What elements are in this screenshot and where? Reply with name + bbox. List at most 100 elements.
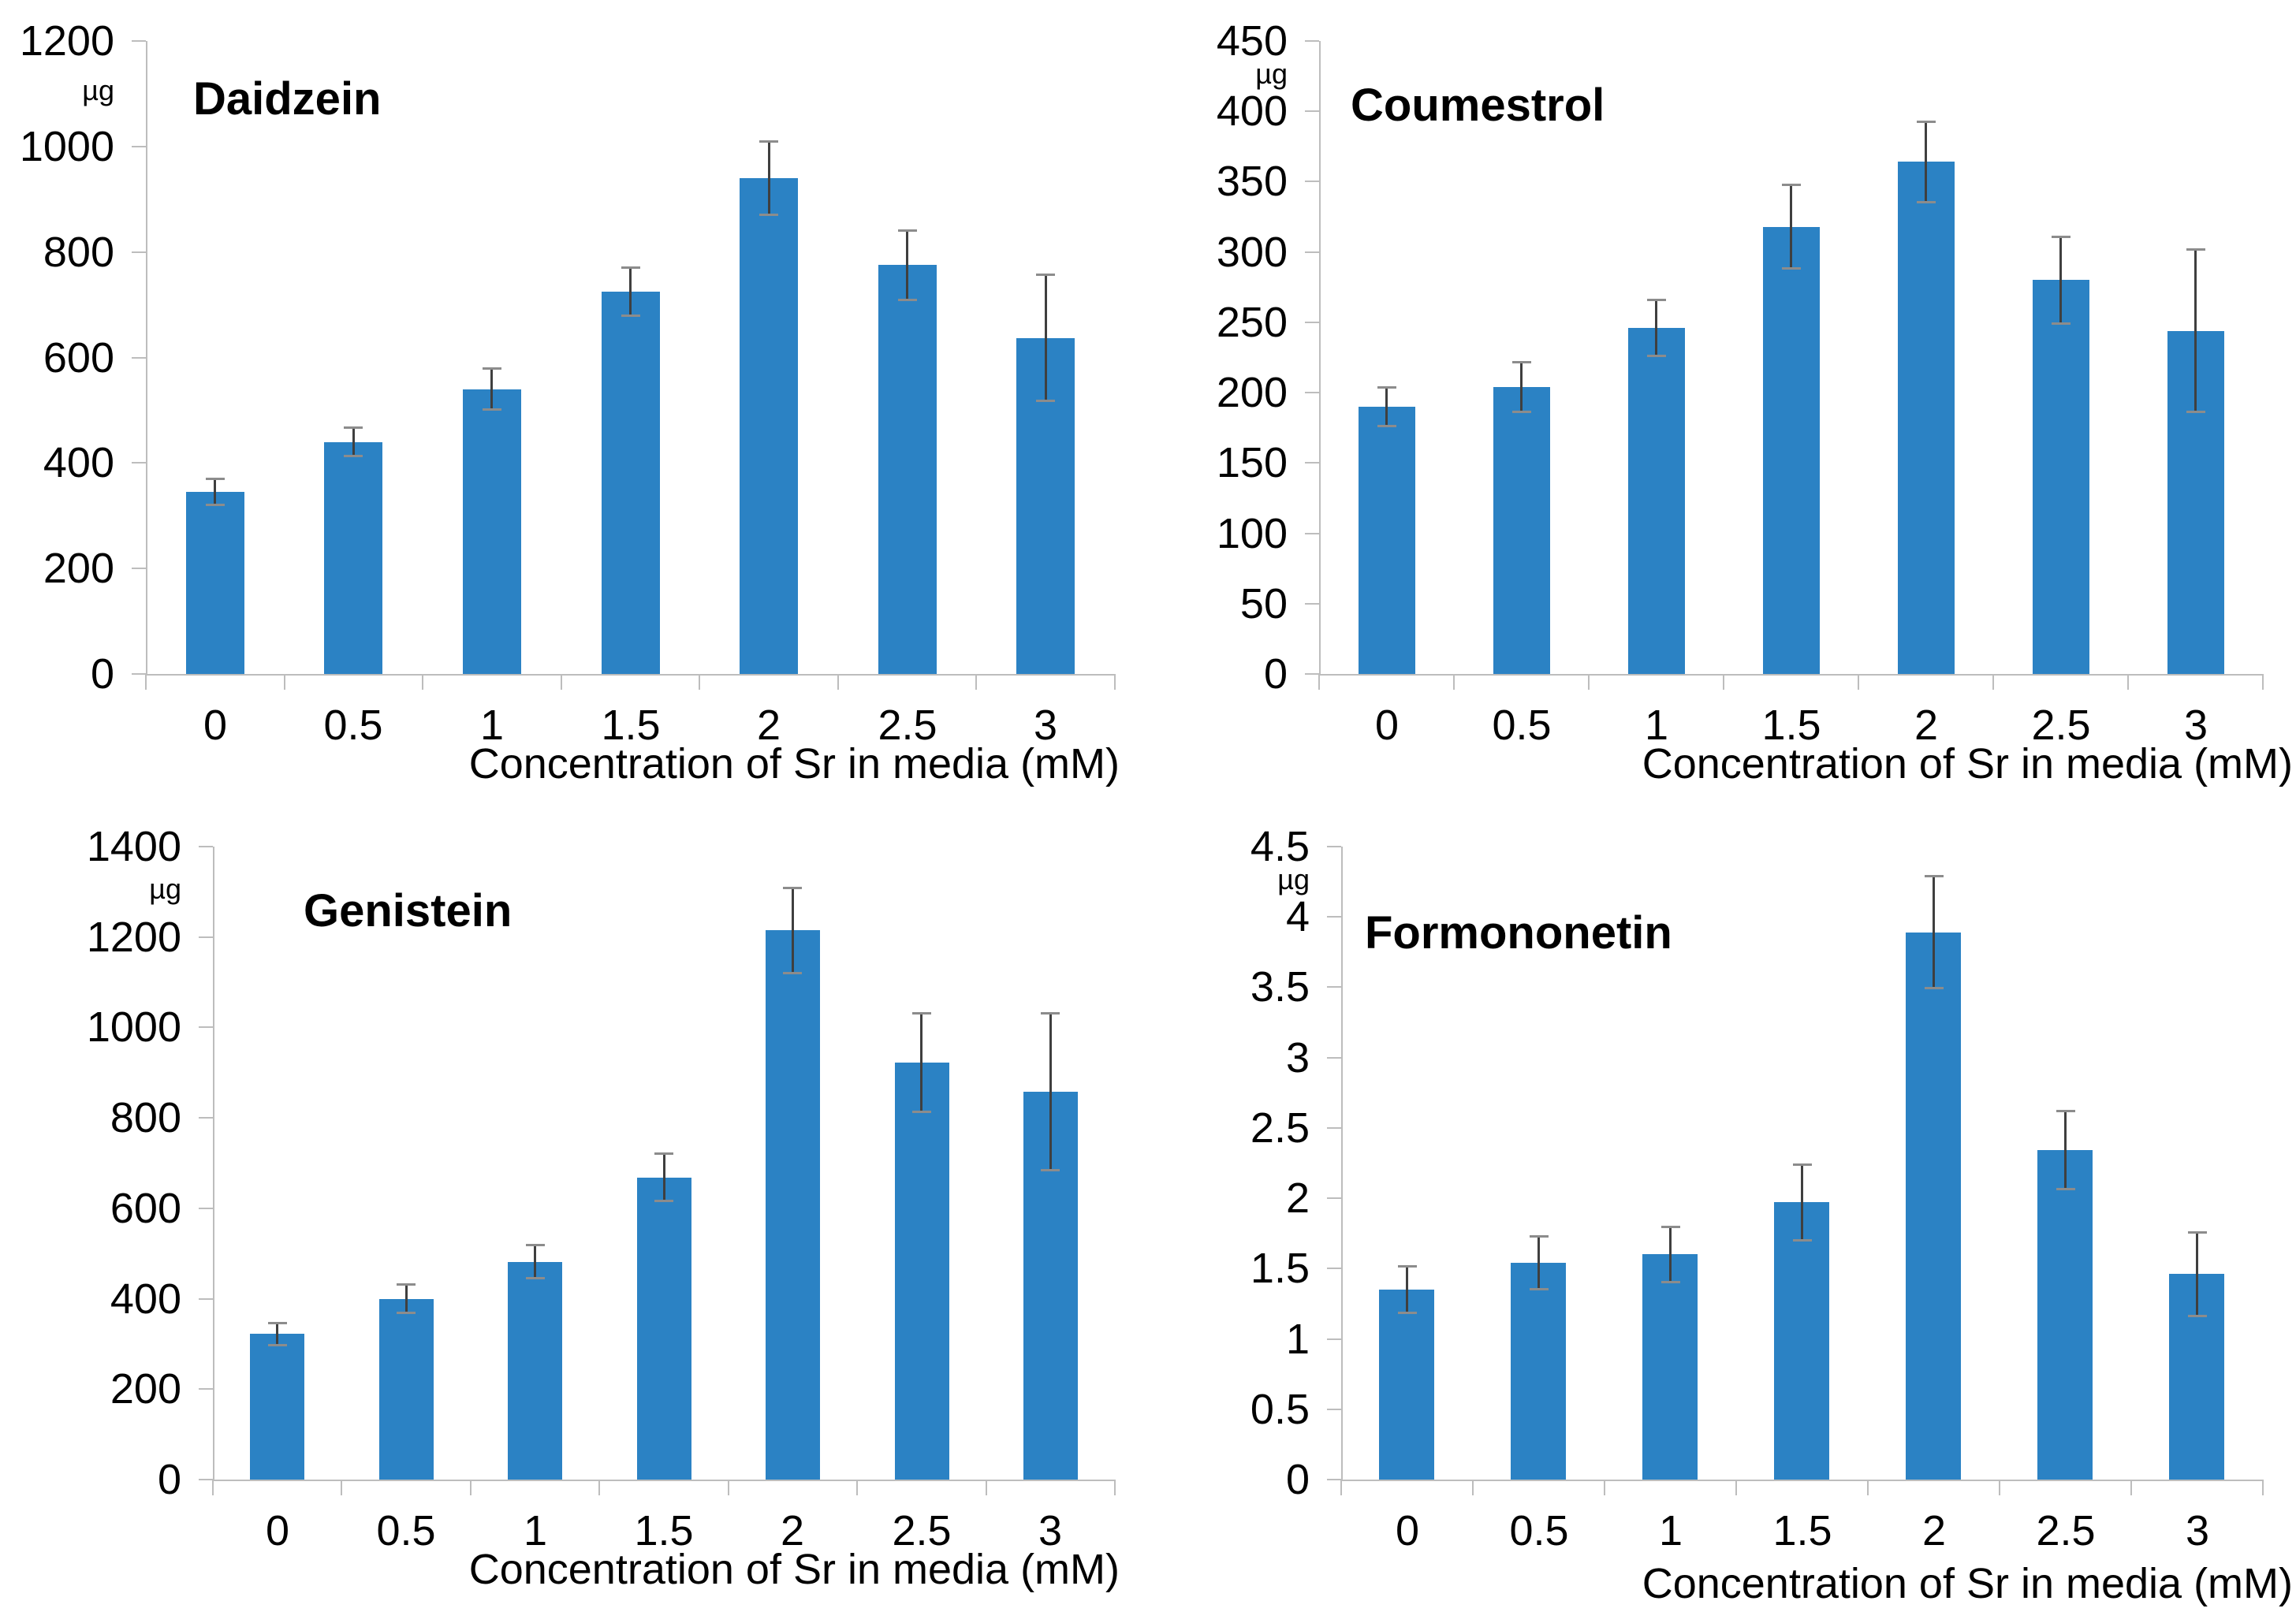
error-bar-line	[2059, 236, 2062, 324]
error-bar-cap-top	[912, 1012, 931, 1014]
x-axis-tick	[856, 1480, 858, 1495]
y-axis-line	[1341, 847, 1343, 1481]
error-bar-cap-bottom	[621, 315, 640, 317]
x-axis-tick	[1604, 1480, 1605, 1495]
x-axis-tick	[975, 674, 977, 690]
x-axis-tick-label: 1.5	[1761, 702, 1821, 749]
error-bar-cap-top	[268, 1322, 287, 1324]
x-axis-tick-label: 0.5	[376, 1507, 436, 1554]
x-axis-tick-label: 2	[780, 1507, 805, 1554]
x-axis-tick	[598, 1480, 600, 1495]
error-bar-cap-bottom	[1530, 1288, 1549, 1290]
y-axis-tick	[132, 357, 146, 359]
x-axis-tick-label: 0.5	[323, 702, 383, 749]
x-axis-tick	[145, 674, 147, 690]
error-bar-cap-bottom	[344, 455, 363, 457]
bar	[740, 178, 798, 674]
bar	[1763, 227, 1820, 674]
error-bar-cap-bottom	[654, 1200, 673, 1202]
error-bar-cap-top	[2056, 1110, 2075, 1112]
y-axis-tick-label: 450	[1216, 17, 1288, 65]
bar	[1628, 328, 1685, 674]
chart-coumestrol: Coumestrol µg 0 50 100 150 200 250 300 350 400 45…	[1148, 0, 2296, 806]
error-bar-line	[1538, 1236, 1540, 1290]
y-axis-tick-label: 400	[1216, 87, 1288, 135]
x-axis-tick-label: 1.5	[1772, 1507, 1832, 1554]
error-bar-cap-bottom	[2186, 411, 2205, 413]
x-axis-title: Concentration of Sr in media (mM)	[468, 1546, 1120, 1593]
y-axis-tick-label: 800	[43, 229, 114, 276]
y-axis-tick	[1305, 110, 1319, 112]
y-axis-tick	[1305, 392, 1319, 393]
y-axis-tick	[199, 1479, 213, 1480]
y-axis-tick-label: 200	[1216, 369, 1288, 416]
x-axis-tick-label: 2	[1921, 1507, 1947, 1554]
error-bar-line	[629, 267, 632, 316]
y-axis-tick	[199, 1026, 213, 1028]
y-axis-tick-label: 1000	[19, 123, 114, 170]
error-bar-cap-bottom	[1647, 355, 1666, 357]
error-bar-cap-bottom	[783, 972, 802, 974]
x-axis-tick	[1453, 674, 1455, 690]
bar	[1511, 1263, 1566, 1480]
x-axis-tick-label: 2	[1914, 702, 1939, 749]
bar	[602, 292, 660, 674]
y-axis-tick	[132, 568, 146, 569]
error-bar-cap-top	[1925, 875, 1944, 877]
error-bar-cap-bottom	[397, 1312, 416, 1314]
error-bar-cap-top	[397, 1283, 416, 1286]
y-axis-tick	[1327, 846, 1341, 847]
y-axis-tick	[132, 251, 146, 253]
y-axis-tick	[1305, 603, 1319, 605]
error-bar-line	[405, 1284, 408, 1313]
y-axis-tick-label: 1	[1285, 1316, 1310, 1363]
error-bar-cap-top	[1512, 361, 1531, 363]
x-axis-tick	[837, 674, 839, 690]
error-bar-cap-top	[654, 1152, 673, 1155]
y-axis-tick-label: 0	[1285, 1456, 1310, 1503]
y-axis-tick-label: 4	[1285, 893, 1310, 940]
x-axis-tick	[2262, 674, 2264, 690]
error-bar-line	[1669, 1227, 1672, 1283]
y-axis-tick	[1327, 1479, 1341, 1480]
x-axis-tick	[2130, 1480, 2132, 1495]
x-axis-tick	[422, 674, 423, 690]
y-axis-tick	[132, 462, 146, 463]
error-bar-line	[1655, 300, 1657, 356]
chart-title: Daidzein	[193, 73, 382, 125]
x-axis-tick	[284, 674, 285, 690]
y-axis-tick	[132, 40, 146, 42]
y-axis-tick-label: 100	[1216, 510, 1288, 557]
y-axis-tick-label: 4.5	[1250, 823, 1310, 870]
error-bar-line	[352, 427, 355, 456]
y-axis-tick	[1305, 181, 1319, 182]
bar	[186, 492, 244, 674]
error-bar-line	[2196, 1232, 2198, 1316]
error-bar-cap-top	[783, 887, 802, 889]
y-axis-line	[1319, 41, 1321, 676]
x-axis-line	[1341, 1480, 2263, 1481]
bar	[1774, 1202, 1829, 1480]
y-axis-unit-label: µg	[82, 74, 114, 106]
error-bar-cap-bottom	[483, 408, 501, 411]
error-bar-cap-top	[206, 478, 225, 480]
x-axis-tick-label: 0	[1395, 1507, 1420, 1554]
bar	[379, 1299, 434, 1480]
bar	[1642, 1254, 1698, 1480]
bar	[895, 1063, 949, 1480]
x-axis-tick-label: 0.5	[1492, 702, 1552, 749]
error-bar-line	[1045, 274, 1047, 401]
y-axis-tick-label: 3.5	[1250, 963, 1310, 1011]
error-bar-line	[2194, 249, 2197, 412]
error-bar-line	[792, 888, 794, 974]
x-axis-tick	[341, 1480, 342, 1495]
error-bar-line	[1385, 387, 1388, 426]
x-axis-tick	[1472, 1480, 1474, 1495]
error-bar-line	[1790, 184, 1792, 269]
y-axis-tick-label: 400	[110, 1275, 181, 1323]
error-bar-cap-top	[483, 367, 501, 370]
y-axis-tick	[132, 146, 146, 147]
y-axis-tick-label: 150	[1216, 439, 1288, 486]
error-bar-line	[1406, 1266, 1408, 1314]
